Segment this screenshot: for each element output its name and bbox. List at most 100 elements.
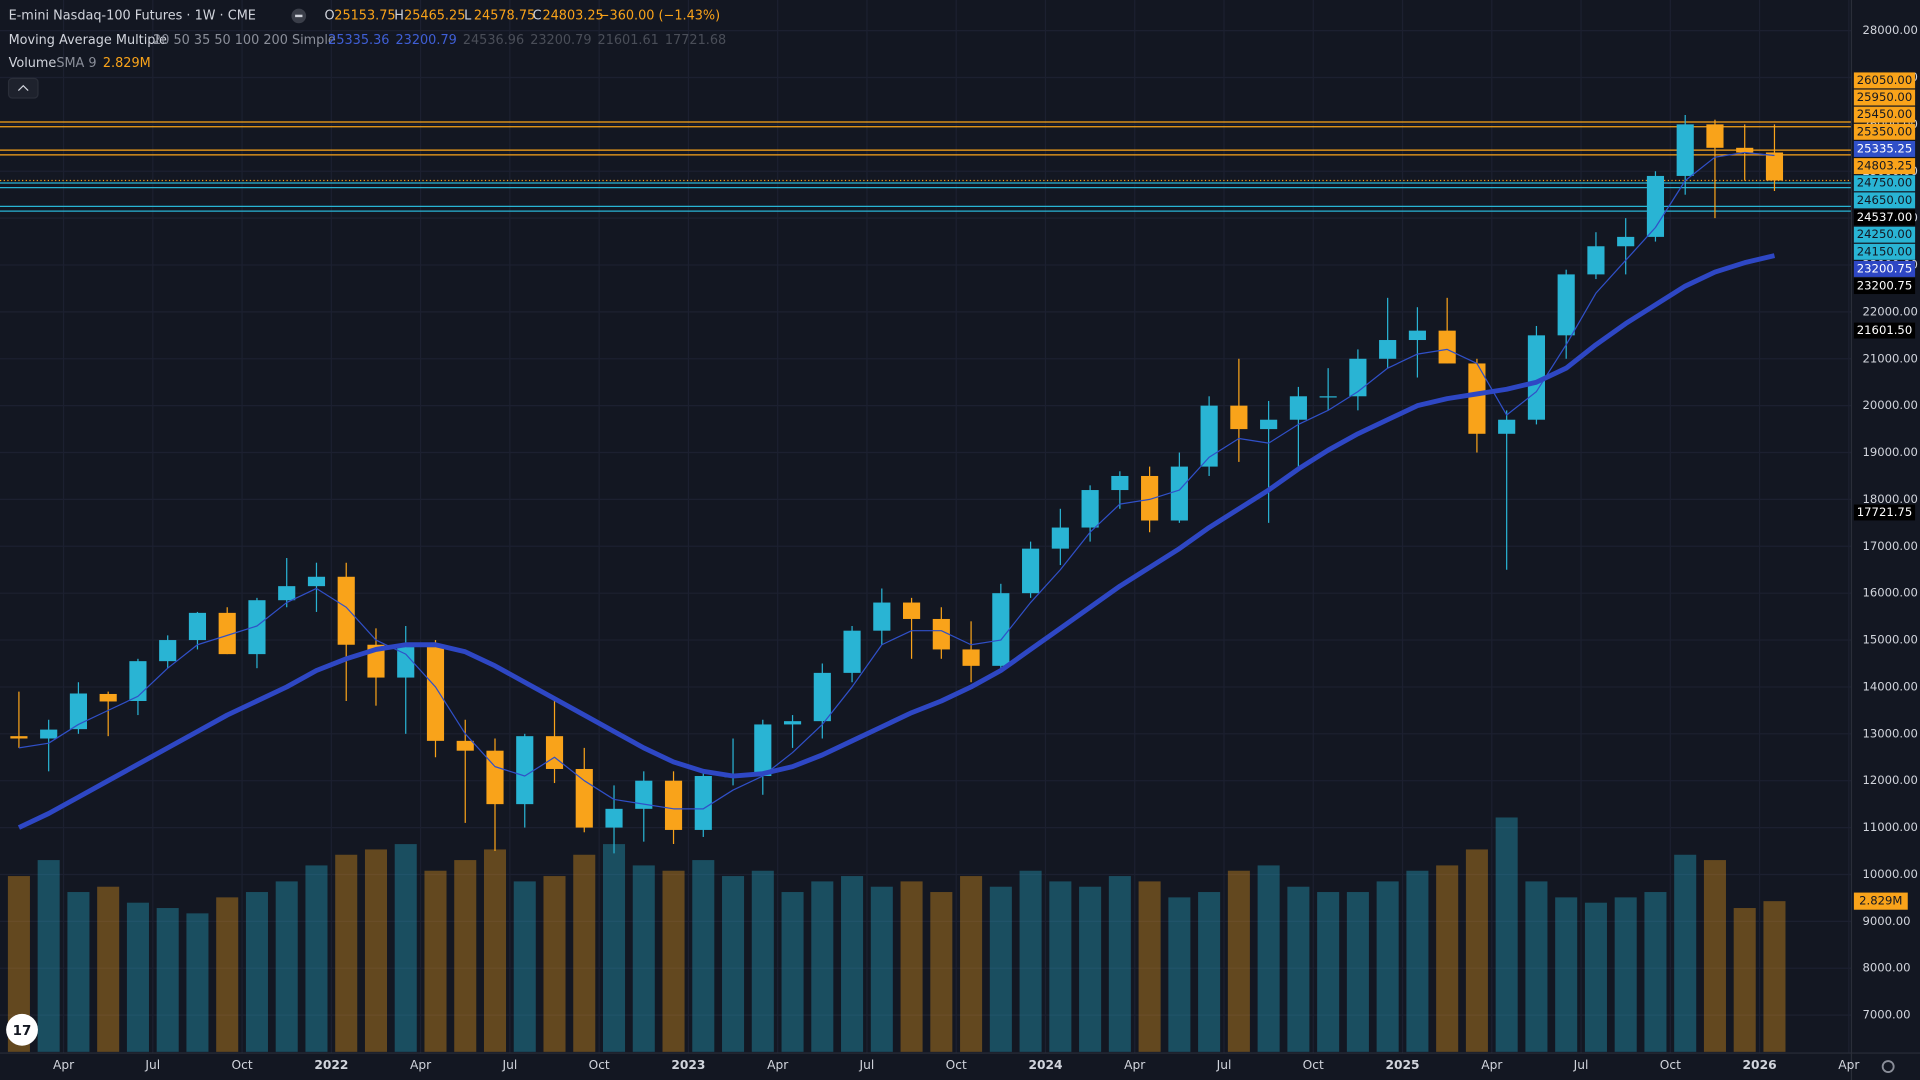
indicator-value: 23200.79 <box>530 33 591 48</box>
candle-body <box>1379 340 1397 359</box>
ohlc-label: C <box>533 8 542 23</box>
change: −360.00 (−1.43%) <box>599 8 720 23</box>
price-tags: 2.829M 26050.00 25950.00 25450.00 25350.00 25… <box>1853 72 1916 910</box>
volume-bar <box>275 881 298 1052</box>
x-tick-label: Oct <box>1303 1058 1324 1072</box>
x-tick-label: Jul <box>859 1058 875 1072</box>
price-tag-bg <box>1853 192 1916 209</box>
ohlc-value: 24578.75 <box>474 8 535 23</box>
volume-bar <box>126 902 149 1052</box>
candle-body <box>426 647 445 741</box>
candle-body <box>1051 527 1069 549</box>
candle-body <box>1289 396 1307 420</box>
candle-body <box>694 776 712 830</box>
settings-icon[interactable] <box>1881 1060 1895 1073</box>
candle-body <box>1081 490 1099 528</box>
volume-bar <box>751 870 774 1052</box>
volume-tag: 2.829M <box>1859 894 1902 908</box>
price-tag-bg <box>1853 158 1916 175</box>
y-tick-label: 14000.00 <box>1862 679 1917 693</box>
candle-body <box>1468 363 1486 434</box>
volume-pane <box>7 817 1786 1052</box>
volume-bar <box>424 870 447 1052</box>
volume-bar <box>1227 870 1250 1052</box>
volume-bar <box>1495 817 1518 1052</box>
y-tick-label: 8000.00 <box>1862 961 1910 975</box>
volume-bar <box>1644 892 1667 1052</box>
volume-bar <box>305 865 328 1052</box>
collapse-button[interactable] <box>7 77 39 99</box>
volume-bar <box>1436 865 1459 1052</box>
candle-body <box>1408 330 1426 341</box>
candle-body <box>962 649 980 666</box>
volume-bar <box>1168 897 1191 1052</box>
volume-bar <box>930 892 953 1052</box>
volume-bar <box>811 881 834 1052</box>
price-tag: 24537.00 <box>1857 210 1912 224</box>
price-tag-bg <box>1853 322 1916 339</box>
candle-body <box>40 729 58 739</box>
volume-bar <box>67 892 90 1052</box>
price-tag: 25450.00 <box>1857 107 1912 121</box>
grid <box>0 0 1852 1054</box>
legend: E-mini Nasdaq-100 Futures · 1W · CME −36… <box>7 8 726 99</box>
x-tick-label: 2025 <box>1385 1058 1419 1072</box>
price-tag-bg <box>1853 226 1916 243</box>
collapse-icon <box>17 84 29 92</box>
volume-bar <box>1108 876 1131 1052</box>
candle-body <box>1111 475 1129 491</box>
moving-averages <box>17 151 1776 830</box>
settings[interactable] <box>1881 1060 1895 1073</box>
candle-body <box>1765 152 1784 181</box>
ohlc-value: 24803.25 <box>542 8 603 23</box>
y-tick-label: 28000.00 <box>1862 23 1917 37</box>
volume-bar <box>1703 860 1726 1052</box>
candle-body <box>1438 330 1456 364</box>
volume-bar <box>1465 849 1488 1052</box>
volume-bar <box>603 844 626 1052</box>
status-icon <box>295 14 303 18</box>
x-tick-label: Apr <box>1838 1058 1860 1072</box>
price-tag-bg <box>1853 209 1916 226</box>
volume-bar <box>1555 897 1578 1052</box>
candle-body <box>516 736 534 805</box>
price-tag-bg <box>1853 243 1916 260</box>
candle-body <box>1706 124 1724 148</box>
y-tick-label: 20000.00 <box>1862 398 1917 412</box>
moving-average <box>18 151 1775 810</box>
y-tick-label: 17000.00 <box>1862 539 1917 553</box>
candle-body <box>664 780 683 830</box>
volume-bar <box>454 860 477 1052</box>
price-tag: 17721.75 <box>1857 505 1912 519</box>
candle-body <box>1260 419 1278 430</box>
moving-average <box>17 253 1776 830</box>
volume-bar <box>394 844 417 1052</box>
candle-body <box>1200 405 1218 467</box>
price-tag: 24803.25 <box>1857 159 1912 173</box>
y-tick-label: 11000.00 <box>1862 820 1917 834</box>
y-tick-label: 19000.00 <box>1862 445 1917 459</box>
volume-bar <box>335 854 358 1052</box>
volume-bar <box>692 860 715 1052</box>
volume-params: SMA 9 <box>56 56 96 71</box>
indicator-name: Moving Average Multiple <box>9 33 167 48</box>
candle-body <box>1736 147 1754 153</box>
x-tick-label: Jul <box>501 1058 517 1072</box>
volume-bar <box>97 886 120 1052</box>
candle-body <box>248 600 266 655</box>
x-axis: Apr Jul Oct 2022 Apr Jul Oct 2023 Apr Jul Oct 2024 A… <box>53 1058 1860 1072</box>
ohlc-label: H <box>394 8 404 23</box>
candle-body <box>337 576 355 645</box>
ohlc-value: 25153.75 <box>334 8 395 23</box>
candle-body <box>1170 466 1188 521</box>
volume-bar <box>841 876 864 1052</box>
indicator-params: 20 50 35 50 100 200 Simple <box>153 33 336 48</box>
y-tick-label: 16000.00 <box>1862 586 1917 600</box>
x-tick-label: Apr <box>1481 1058 1503 1072</box>
indicator-value: 24536.96 <box>463 33 524 48</box>
price-tag-bg <box>1853 140 1916 157</box>
candle-body <box>813 672 831 722</box>
candle-body <box>903 602 921 619</box>
volume-bar <box>7 876 30 1052</box>
